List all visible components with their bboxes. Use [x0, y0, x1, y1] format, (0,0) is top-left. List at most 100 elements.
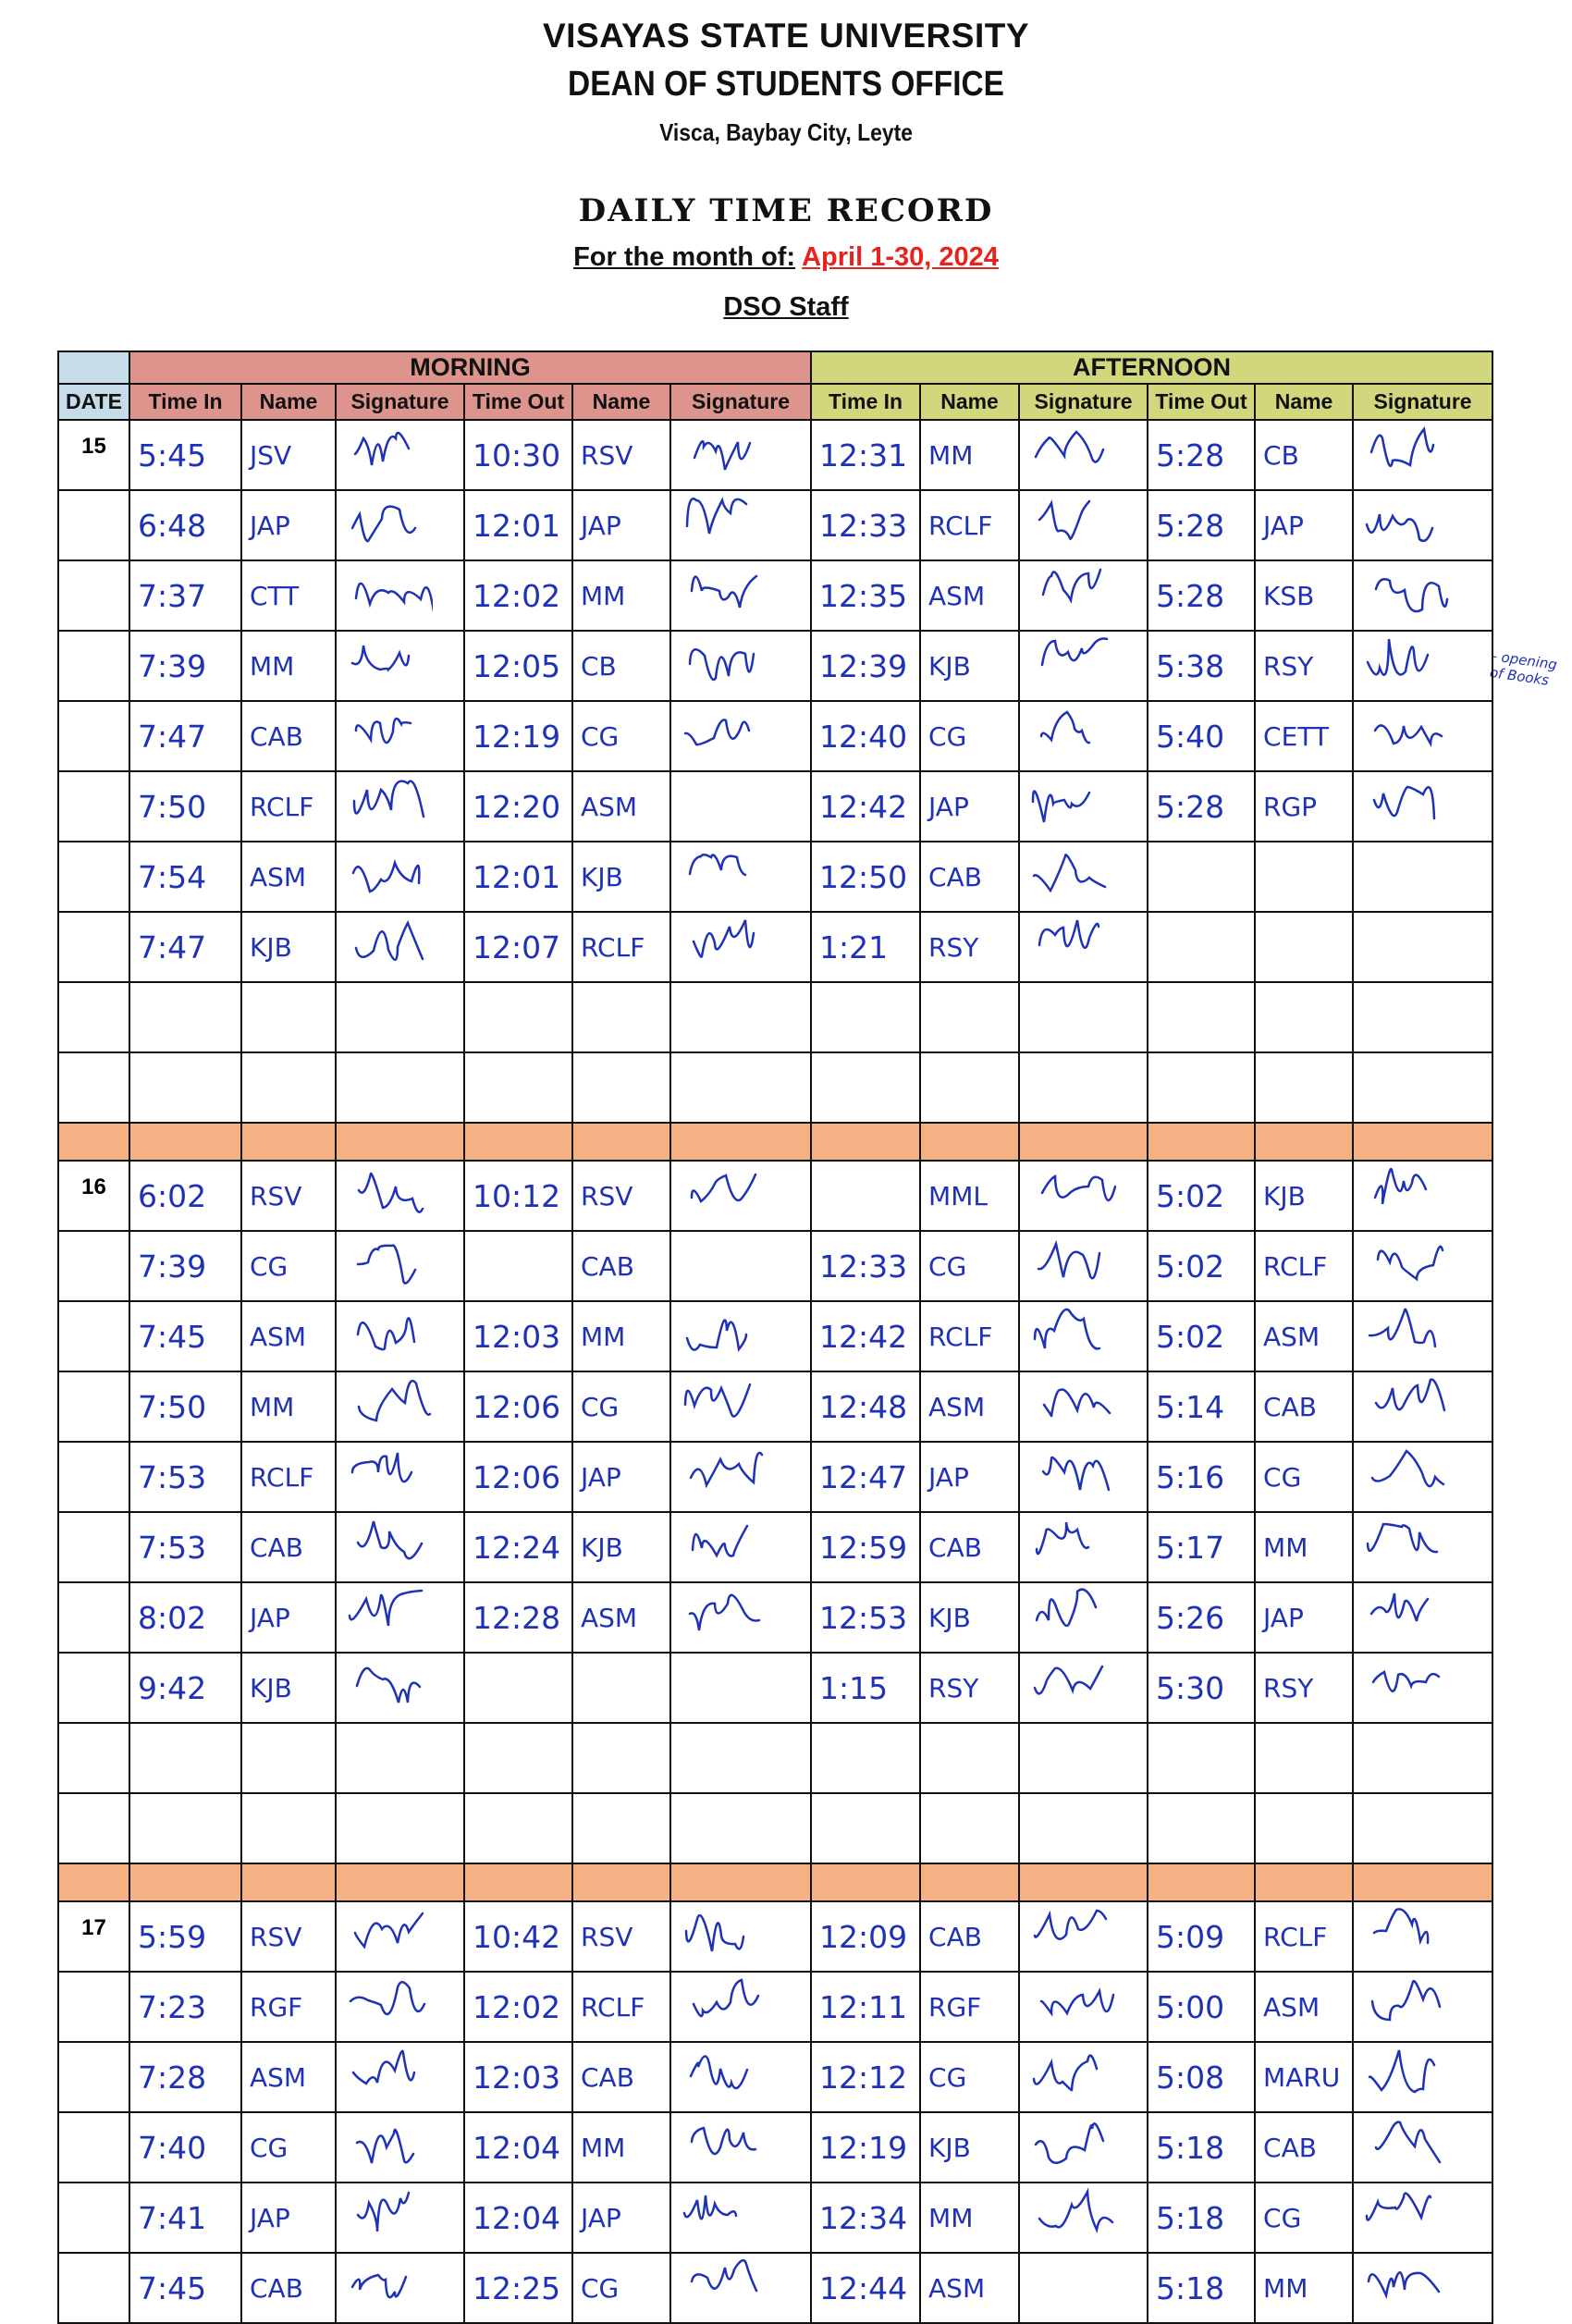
time-cell: 12:07 [463, 911, 573, 983]
time-cell [810, 1792, 922, 1864]
separator-cell [919, 1122, 1021, 1162]
column-header-time-out: Time Out [1147, 383, 1257, 421]
time-cell: 5:09 [1147, 1900, 1257, 1973]
signature-mark [1371, 1670, 1441, 1692]
time-cell: 5:02 [1147, 1160, 1257, 1232]
name-cell: RGP [1254, 770, 1355, 842]
signature-mark [685, 1319, 748, 1353]
signature-cell [335, 489, 465, 561]
name-cell: MML [919, 1160, 1021, 1232]
separator-cell [240, 1122, 337, 1162]
name-cell: ASM [919, 2252, 1021, 2324]
time-cell: 12:40 [810, 700, 922, 772]
column-header-name: Name [240, 383, 337, 421]
signature-cell [1018, 489, 1149, 561]
time-cell: 7:50 [129, 1371, 242, 1443]
signature-mark [356, 1317, 416, 1351]
signature-mark [1374, 578, 1449, 613]
signature-mark [683, 1383, 752, 1418]
name-cell: CAB [571, 2041, 671, 2113]
name-cell [1254, 841, 1355, 913]
signature-mark [688, 1593, 761, 1631]
time-cell: 12:33 [810, 489, 922, 561]
time-cell: 7:50 [129, 770, 242, 842]
date-cell [57, 2252, 130, 2324]
signature-cell [669, 770, 813, 842]
signature-cell [335, 1722, 465, 1794]
signature-mark [350, 2273, 408, 2299]
signature-mark [1368, 2049, 1436, 2094]
time-cell: 10:42 [463, 1900, 573, 1973]
time-cell [1147, 911, 1257, 983]
signature-mark [354, 582, 433, 612]
date-cell [57, 700, 130, 772]
signature-cell [335, 2111, 465, 2183]
signature-cell [1018, 419, 1149, 491]
signature-mark [692, 919, 755, 958]
table-row: 7:54 ASM 12:01 KJB 12:50 CAB [57, 841, 1494, 913]
signature-cell [335, 1511, 465, 1583]
date-cell [57, 1230, 130, 1302]
date-cell [57, 2111, 130, 2183]
name-cell: ASM [919, 1371, 1021, 1443]
signature-cell [669, 1511, 813, 1583]
table-row [57, 1051, 1494, 1124]
name-cell: CAB [240, 1511, 337, 1583]
time-cell: 12:24 [463, 1511, 573, 1583]
time-cell: 5:14 [1147, 1371, 1257, 1443]
name-cell [1254, 1792, 1355, 1864]
signature-cell [1018, 1230, 1149, 1302]
signature-mark [351, 858, 421, 893]
time-cell: 5:26 [1147, 1581, 1257, 1654]
time-cell: 12:34 [810, 2182, 922, 2254]
signature-mark [691, 1524, 749, 1558]
name-cell [1254, 981, 1355, 1053]
time-cell: 12:25 [463, 2252, 573, 2324]
signature-mark [690, 2258, 758, 2293]
name-cell [571, 1652, 671, 1724]
table-row: 7:41 JAP 12:04 JAP 12:34 MM 5:18 CG [57, 2182, 1494, 2254]
time-cell [129, 981, 242, 1053]
signature-cell [669, 419, 813, 491]
name-cell: JAP [240, 1581, 337, 1654]
name-cell: RGF [919, 1971, 1021, 2043]
date-cell [57, 1511, 130, 1583]
signature-mark [1042, 1388, 1111, 1418]
signature-mark [689, 2055, 749, 2090]
signature-cell [335, 1160, 465, 1232]
signature-mark [356, 1244, 417, 1285]
signature-cell [669, 700, 813, 772]
time-cell: 12:42 [810, 1300, 922, 1372]
time-cell: 7:39 [129, 1230, 242, 1302]
signature-cell [1352, 1371, 1494, 1443]
name-cell: KJB [919, 630, 1021, 702]
signature-cell [1352, 1792, 1494, 1864]
signature-cell [1018, 1160, 1149, 1232]
name-cell: RSY [1254, 630, 1355, 702]
name-cell: RCLF [240, 770, 337, 842]
signature-mark [1041, 1456, 1111, 1492]
signature-mark [1373, 724, 1443, 748]
signature-cell [1352, 1652, 1494, 1724]
signature-mark [689, 1451, 764, 1489]
signature-mark [1035, 1521, 1090, 1555]
signature-mark [1033, 1665, 1104, 1695]
column-header-time-in: Time In [810, 383, 922, 421]
time-cell [810, 1160, 922, 1232]
name-cell: KJB [1254, 1160, 1355, 1232]
name-cell: ASM [919, 559, 1021, 632]
signature-mark [1035, 1588, 1098, 1628]
signature-cell [1018, 630, 1149, 702]
signature-mark [1368, 1308, 1437, 1348]
signature-mark [1037, 1239, 1101, 1280]
signature-mark [1039, 710, 1091, 744]
date-cell [57, 1652, 130, 1724]
time-cell: 7:23 [129, 1971, 242, 2043]
time-cell: 12:04 [463, 2182, 573, 2254]
time-cell [810, 981, 922, 1053]
table-row: 7:37 CTT 12:02 MM 12:35 ASM 5:28 KSB [57, 559, 1494, 632]
time-cell: 5:59 [129, 1900, 242, 1973]
table-row: 7:45 ASM 12:03 MM 12:42 RCLF 5:02 ASM [57, 1300, 1494, 1372]
name-cell: MARU [1254, 2041, 1355, 2113]
signature-mark [1366, 638, 1430, 676]
